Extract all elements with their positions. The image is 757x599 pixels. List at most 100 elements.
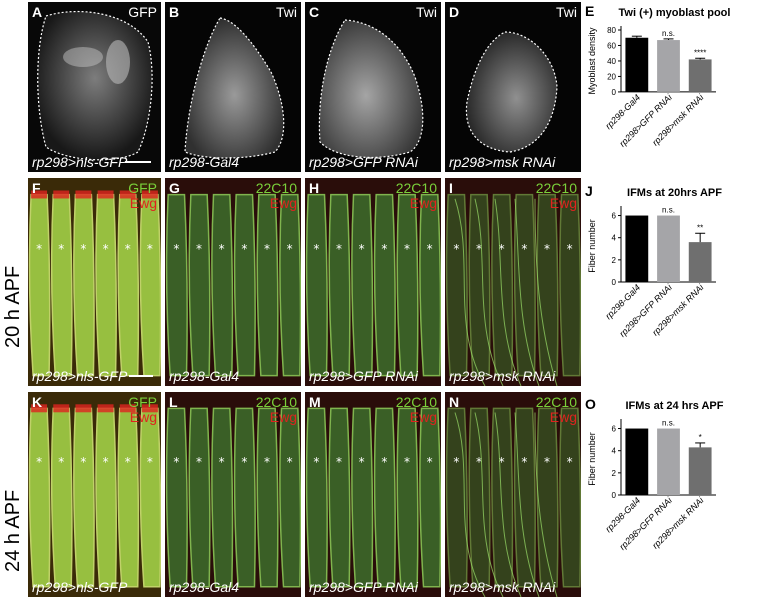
fiber-asterisk: *: [521, 455, 527, 469]
muscle-fiber: [73, 407, 95, 588]
y-tick-label: 0: [612, 278, 617, 287]
muscle-fiber: [445, 407, 468, 588]
significance-label: *: [699, 433, 702, 442]
genotype-label: rp298>nls-GFP: [32, 579, 128, 595]
channel-label-red: Ewg: [549, 409, 577, 425]
fiber-asterisk: *: [476, 242, 482, 256]
fiber-micrograph: * * * * * *: [445, 392, 581, 597]
fiber-micrograph: * * * * * *: [165, 178, 301, 386]
fiber-asterisk: *: [336, 455, 342, 469]
muscle-fiber: [536, 193, 559, 377]
neuron-projection: [514, 198, 540, 386]
panel-K: * * * * * * K GFP Ewg rp298>nls-GFP: [28, 392, 161, 597]
fiber-asterisk: *: [404, 242, 410, 256]
neuron-projection: [454, 412, 486, 597]
channel-label: Twi: [556, 4, 577, 20]
genotype-label: rp298>msk RNAi: [449, 368, 556, 384]
fiber-micrograph: * * * * * *: [305, 392, 441, 597]
bar: [657, 428, 680, 495]
muscle-fiber: [50, 193, 73, 377]
muscle-fiber: [491, 407, 514, 588]
muscle-fiber: [95, 193, 117, 377]
panel-I: * * * * * * I 22C10 Ewg rp298>msk RNAi: [445, 178, 581, 386]
fiber-asterisk: *: [476, 455, 482, 469]
genotype-label: rp298-Gal4: [169, 368, 240, 384]
fiber-asterisk: *: [287, 455, 293, 469]
bar: [688, 447, 712, 495]
channel-label: Twi: [276, 4, 297, 20]
fiber-asterisk: *: [241, 455, 247, 469]
significance-label: n.s.: [662, 206, 675, 215]
bar: [688, 59, 712, 92]
panel-L: * * * * * * L 22C10 Ewg rp298-Gal4: [165, 392, 301, 597]
significance-label: n.s.: [662, 419, 675, 428]
y-tick-label: 6: [612, 212, 617, 221]
muscle-fiber: [233, 407, 256, 588]
chart-letter: J: [585, 183, 593, 199]
panel-A: A GFP rp298>nls-GFP: [28, 2, 161, 172]
fiber-tip: [53, 404, 70, 413]
fiber-asterisk: *: [173, 455, 179, 469]
channel-label-green: 22C10: [395, 180, 437, 196]
fiber-micrograph: * * * * * *: [445, 178, 581, 386]
fiber-asterisk: *: [381, 242, 387, 256]
muscle-fiber: [373, 193, 396, 377]
scale-bar: [125, 161, 151, 163]
genotype-label: rp298>GFP RNAi: [309, 368, 418, 384]
fiber-asterisk: *: [125, 455, 131, 469]
channel-label: GFP: [128, 4, 157, 20]
fiber-asterisk: *: [359, 242, 365, 256]
neuron-projection: [534, 412, 558, 597]
channel-label-green: 22C10: [395, 394, 437, 410]
muscle-fiber: [28, 193, 51, 377]
y-tick-label: 4: [612, 447, 617, 456]
genotype-label: rp298>nls-GFP: [32, 368, 128, 384]
chart-J: J IFMs at 20hrs APF Fiber number 0 2 4 6 rp298-…: [583, 182, 755, 382]
fiber-asterisk: *: [313, 455, 319, 469]
muscle-fiber: [419, 407, 441, 588]
channel-label-green: GFP: [128, 394, 157, 410]
chart-title: IFMs at 24 hrs APF: [625, 400, 723, 412]
y-tick-label: 80: [607, 26, 616, 35]
fiber-asterisk: *: [80, 242, 86, 256]
muscle-fiber: [28, 407, 51, 588]
channel-label-red: Ewg: [129, 409, 157, 425]
y-tick-label: 2: [612, 469, 617, 478]
panel-D: D Twi rp298>msk RNAi: [445, 2, 581, 172]
muscle-fiber: [468, 193, 491, 377]
genotype-label: rp298-Gal4: [169, 154, 240, 170]
muscle-fiber: [279, 193, 301, 377]
row-label-24h: 24 h APF: [2, 489, 24, 572]
fiber-asterisk: *: [241, 242, 247, 256]
panel-G: * * * * * * G 22C10 Ewg rp298-Gal4: [165, 178, 301, 386]
neuron-projection: [534, 198, 558, 386]
muscle-fiber: [50, 407, 73, 588]
bar: [657, 40, 680, 92]
fiber-asterisk: *: [567, 455, 573, 469]
panel-letter: I: [449, 180, 453, 196]
twi-micrograph: [445, 2, 581, 172]
muscle-fiber: [117, 407, 140, 588]
fiber-tip: [31, 190, 48, 199]
channel-label-red: Ewg: [409, 195, 437, 211]
channel-label-green: 22C10: [535, 394, 577, 410]
panel-H: * * * * * * H 22C10 Ewg rp298>GFP RNAi: [305, 178, 441, 386]
fiber-asterisk: *: [80, 455, 86, 469]
fiber-tip: [119, 404, 136, 413]
chart-letter: E: [585, 3, 594, 19]
panel-letter: F: [32, 180, 41, 196]
y-tick-label: 2: [612, 256, 617, 265]
muscle-fiber: [351, 193, 374, 377]
chart-letter: O: [585, 396, 596, 412]
channel-label-green: 22C10: [255, 394, 297, 410]
fiber-asterisk: *: [313, 242, 319, 256]
muscle-fiber: [513, 193, 536, 377]
fiber-asterisk: *: [381, 455, 387, 469]
panel-N: * * * * * * N 22C10 Ewg rp298>msk RNAi: [445, 392, 581, 597]
chart-E: E Twi (+) myoblast pool Myoblast density 0 2…: [583, 2, 755, 174]
muscle-fiber: [445, 193, 468, 377]
panel-letter: K: [32, 394, 43, 410]
muscle-fiber: [256, 407, 279, 588]
chart-title: IFMs at 20hrs APF: [627, 187, 722, 199]
scale-bar: [129, 375, 153, 377]
